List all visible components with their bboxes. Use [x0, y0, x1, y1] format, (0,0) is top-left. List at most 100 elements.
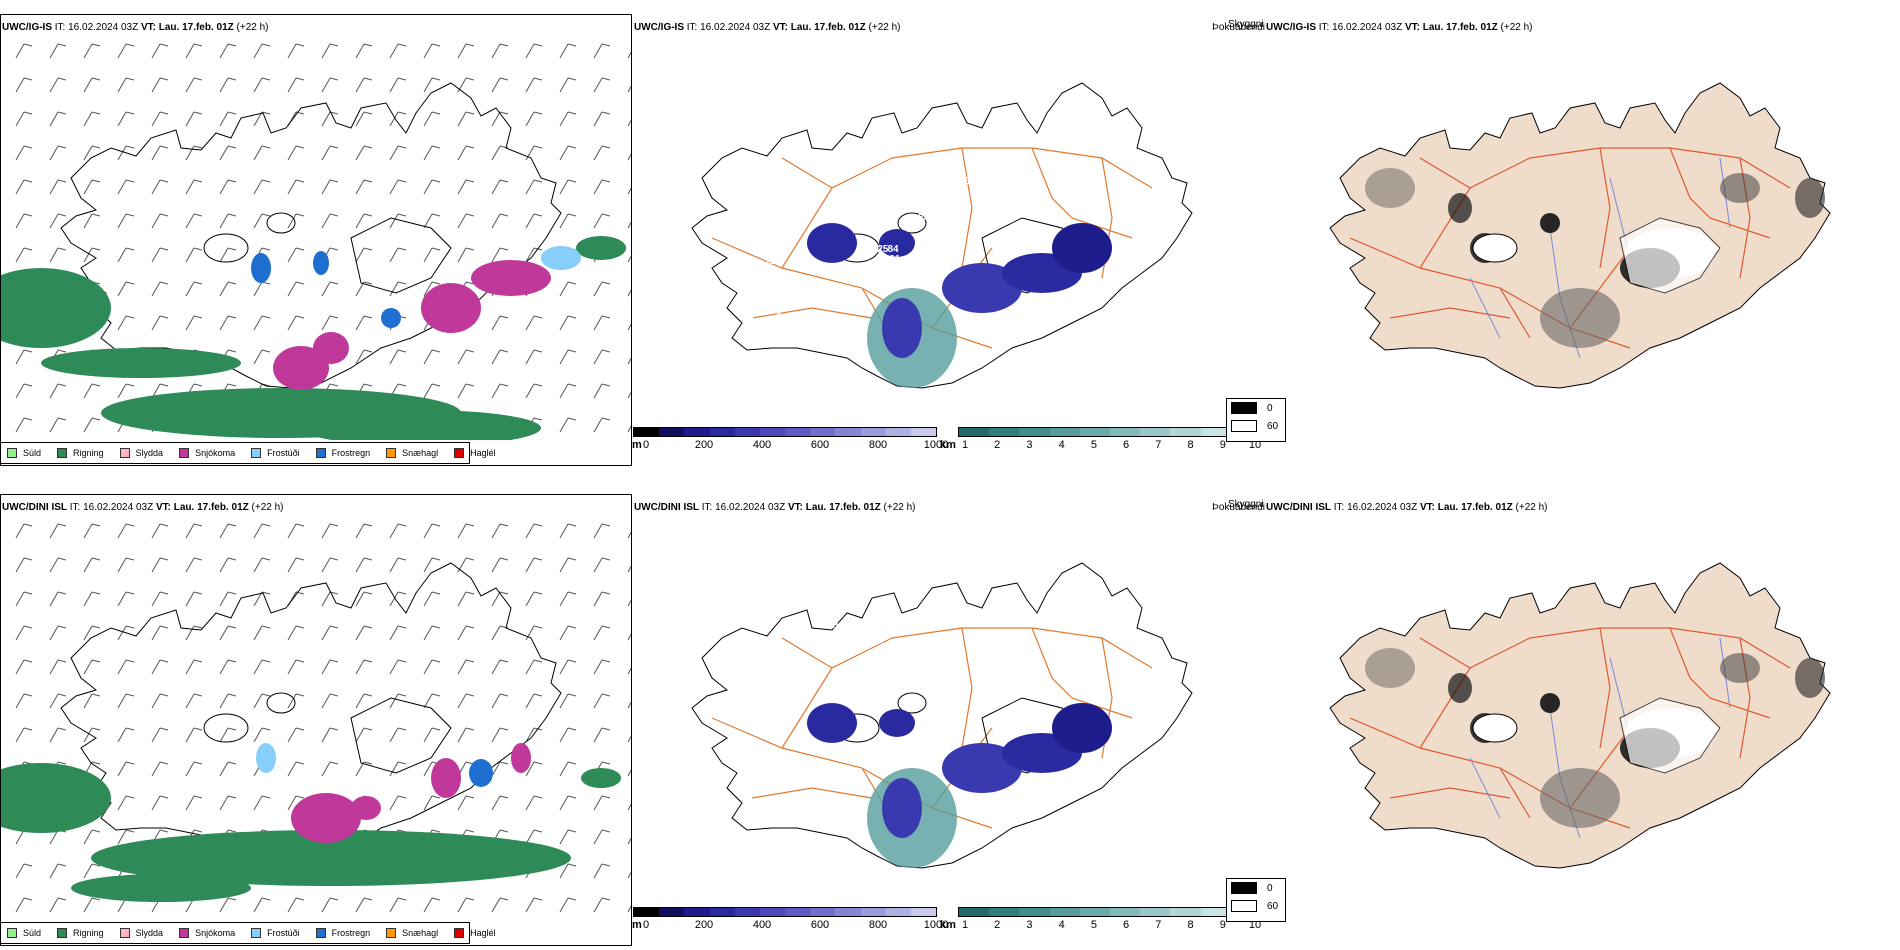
snow-area [291, 793, 361, 843]
wind-barb [457, 213, 475, 229]
legend-swatch [179, 928, 190, 938]
colorbar-step [1079, 428, 1111, 436]
wind-barb [559, 43, 577, 59]
wind-barb [491, 727, 509, 743]
cloud-height-label: 94 [776, 312, 788, 323]
wind-barb [457, 43, 475, 59]
init-time: IT: 16.02.2024 03Z [1333, 502, 1420, 513]
wind-barb [185, 625, 203, 641]
wind-barb [253, 179, 271, 195]
wind-barb [559, 693, 577, 709]
wind-barb [559, 897, 577, 913]
colorbar-tick-label: 5 [1090, 439, 1097, 451]
low-cloud-area [882, 298, 922, 358]
wind-barb [253, 213, 271, 229]
legend-item: Frostúði [251, 928, 300, 938]
lead-time: (+22 h) [868, 22, 901, 33]
wind-barb [83, 863, 101, 879]
road [1419, 637, 1471, 669]
road [781, 637, 833, 669]
fog-legend-row: 0 [1227, 879, 1285, 897]
wind-barb [253, 693, 271, 709]
wind-barb [117, 111, 135, 127]
valid-time: VT: Lau. 17.feb. 01Z [1404, 22, 1498, 33]
visibility-colorbar [958, 907, 1262, 917]
cloud-height-label: 122 [938, 221, 955, 232]
wind-barb [457, 659, 475, 675]
wind-barb [15, 591, 33, 607]
wind-barb [117, 693, 135, 709]
wind-barb [525, 111, 543, 127]
wind-barb [593, 417, 611, 433]
wind-barb [423, 145, 441, 161]
precip-legend: Súld Rigning Slydda Snjókoma Frostúði Frostre… [0, 922, 496, 944]
wind-barb [627, 51, 631, 59]
height-tick-labels: 0 200 400 600 800 1000 [643, 439, 948, 453]
legend-label: Rigning [73, 448, 104, 458]
wind-barb [525, 625, 543, 641]
wind-barb [117, 43, 135, 59]
wind-barb [389, 795, 407, 811]
colorbar-step [989, 908, 1020, 916]
fog-map-group [1329, 562, 1831, 869]
wind-barb [15, 693, 33, 709]
wind-barb [559, 659, 577, 675]
cloud-height-label: 75 [872, 635, 884, 646]
fog-legend-label: 0 [1267, 882, 1273, 894]
legend-swatch [7, 928, 17, 938]
low-cloud-area [807, 703, 857, 743]
colorbar-step [634, 908, 660, 916]
wind-barb [423, 213, 441, 229]
wind-barb [627, 769, 631, 777]
cloud-height-label: 56 [720, 608, 732, 619]
panel-header: UWC/IG-IS IT: 16.02.2024 03Z VT: Lau. 17… [1266, 22, 1533, 34]
wind-barb [389, 77, 407, 93]
valid-time: VT: Lau. 17.feb. 01Z [155, 502, 249, 513]
wind-barb [117, 77, 135, 93]
wind-barb [457, 111, 475, 127]
cloud-height-label: 56 [912, 611, 924, 622]
cloud-height-label: 75 [744, 687, 756, 698]
colorbar-step [989, 428, 1020, 436]
precip-areas [1, 743, 621, 902]
wind-barb [185, 659, 203, 675]
wind-barb [219, 693, 237, 709]
wind-barb [389, 591, 407, 607]
fog-legend-row: 60 [1227, 417, 1285, 435]
wind-barb [525, 591, 543, 607]
wind-barb [83, 179, 101, 195]
glacier-langjokull [1472, 233, 1518, 263]
road [1419, 157, 1471, 189]
colorbar-tick-label: 2 [994, 919, 1001, 931]
colorbar-step [1110, 908, 1141, 916]
wind-barb [355, 591, 373, 607]
land-fill [1329, 562, 1831, 869]
cloud-height-label: 74 [918, 213, 930, 224]
wind-barb [525, 43, 543, 59]
wind-barb [151, 625, 169, 641]
wind-barb [389, 43, 407, 59]
glacier-langjokull [203, 233, 249, 263]
wind-barb [83, 383, 101, 399]
road [781, 157, 833, 189]
wind-barb [423, 247, 441, 263]
wind-barb [627, 633, 631, 641]
wind-barb [593, 523, 611, 539]
legend-swatch [386, 448, 397, 458]
wind-barb [593, 281, 611, 297]
wind-barb [117, 761, 135, 777]
wind-barb [287, 281, 305, 297]
cloud-height-label: 125 [872, 244, 889, 255]
wind-barb [321, 315, 339, 331]
legend-item: Slydda [119, 448, 163, 458]
colorbar-step [885, 908, 911, 916]
wind-barb [457, 625, 475, 641]
road [1499, 287, 1531, 339]
init-time: IT: 16.02.2024 03Z [686, 22, 773, 33]
wind-barb [49, 557, 67, 573]
colorbar-tick-label: 7 [1155, 439, 1162, 451]
road [1499, 767, 1531, 819]
legend-label: Frostregn [331, 448, 371, 458]
wind-barb [423, 349, 441, 365]
wind-barb [15, 863, 33, 879]
